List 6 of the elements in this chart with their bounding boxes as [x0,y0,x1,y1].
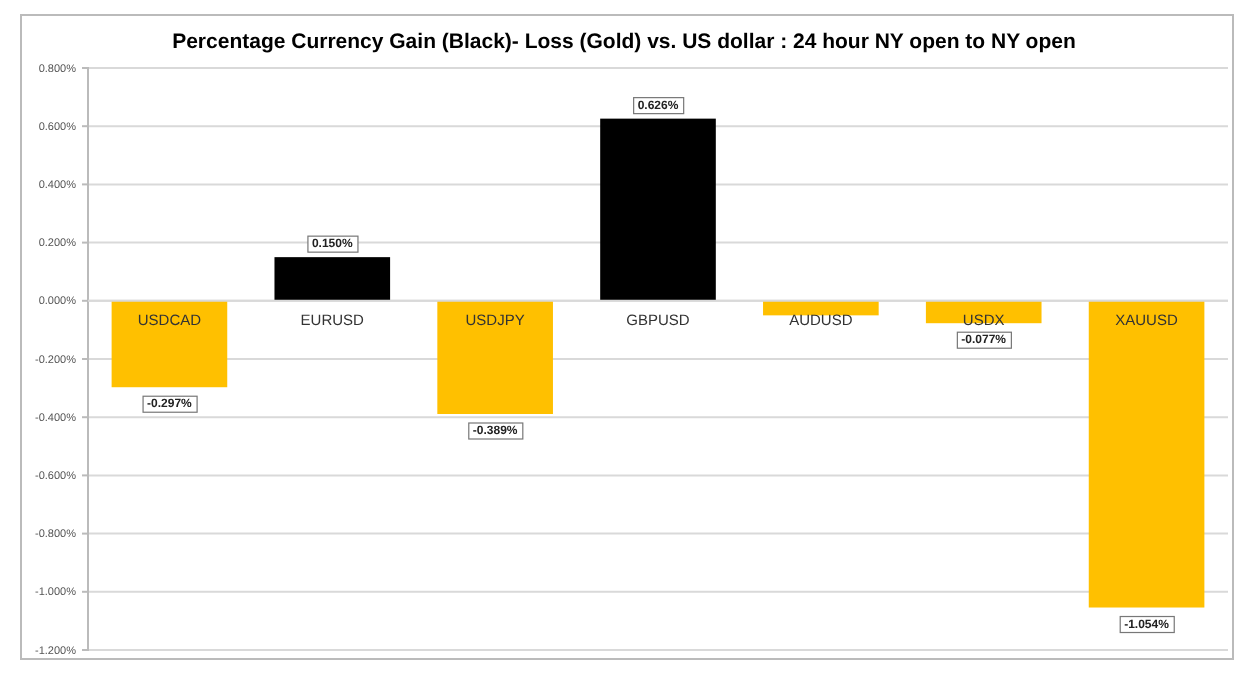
bar [274,257,391,301]
bar [1088,300,1205,608]
bar [111,300,228,388]
chart-title: Percentage Currency Gain (Black)- Loss (Gold) vs. US dollar : 24 hour NY open to NY open [172,30,1076,54]
bar [437,300,553,414]
bar [600,118,716,301]
